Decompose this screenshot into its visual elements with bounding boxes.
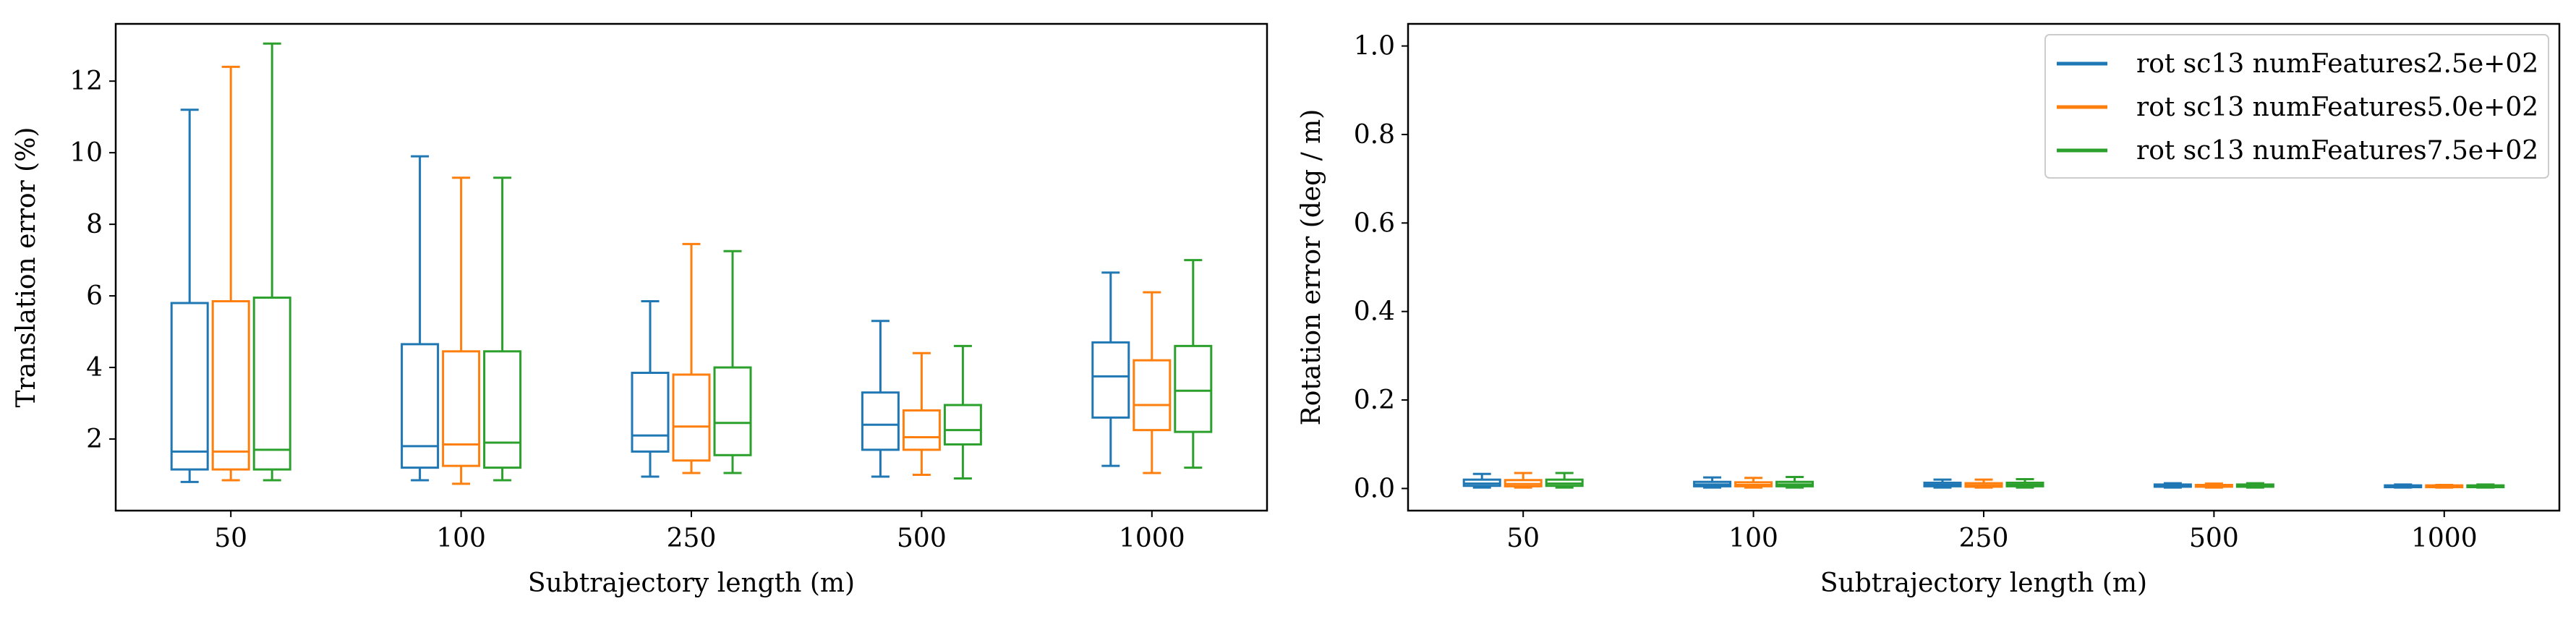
box-iqr — [672, 373, 711, 462]
box-1-2 — [672, 242, 711, 474]
box-2-0 — [252, 42, 291, 482]
x-tick-label: 500 — [897, 524, 947, 553]
translation-error-panel: 2 4 6 8 10 12 50 100 250 500 1000 Subtrajectory len… — [12, 22, 1268, 598]
y-axis-label: Rotation error (deg / m) — [1297, 109, 1326, 426]
y-tick-label: 10 — [69, 138, 103, 168]
box-iqr — [401, 343, 440, 469]
box-0-2 — [631, 300, 670, 478]
box-0-4 — [2384, 483, 2423, 489]
box-1-3 — [902, 352, 941, 477]
box-1-2 — [1964, 478, 2003, 489]
y-tick-label: 1.0 — [1354, 32, 1395, 61]
y-axis-label: Translation error (%) — [12, 127, 41, 408]
legend-label: rot sc13 numFeatures5.0e+02 — [2136, 93, 2538, 122]
box-iqr — [631, 371, 670, 453]
x-tick-label: 50 — [214, 524, 247, 553]
box-iqr — [211, 300, 250, 471]
x-axis-label: Subtrajectory length (m) — [1820, 568, 2147, 598]
x-tick-label: 50 — [1506, 524, 1540, 553]
x-tick-label: 100 — [436, 524, 486, 553]
box-iqr — [483, 350, 522, 469]
y-tick-label: 0.8 — [1354, 120, 1395, 150]
box-0-3 — [861, 320, 900, 478]
box-iqr — [713, 366, 752, 456]
box-1-4 — [1133, 291, 1172, 474]
legend-label: rot sc13 numFeatures7.5e+02 — [2136, 136, 2538, 166]
box-0-1 — [1693, 476, 1732, 489]
box-1-0 — [211, 65, 250, 482]
box-iqr — [1174, 344, 1213, 433]
box-iqr — [1091, 341, 1130, 419]
box-0-0 — [170, 108, 209, 483]
rotation-error-panel: 0.0 0.2 0.4 0.6 0.8 1.0 50 100 250 500 1000 Subtraj… — [1297, 22, 2561, 598]
box-iqr — [1133, 359, 1172, 432]
box-iqr — [902, 409, 941, 451]
box-iqr — [943, 404, 982, 446]
y-tick-label: 12 — [69, 67, 103, 96]
box-iqr — [442, 350, 481, 467]
box-2-3 — [2235, 482, 2274, 489]
box-1-3 — [2194, 482, 2233, 489]
y-tick-label: 0.0 — [1354, 474, 1395, 503]
box-2-2 — [2005, 478, 2044, 489]
x-tick-label: 1000 — [1119, 524, 1185, 553]
box-2-0 — [1545, 472, 1584, 489]
box-0-3 — [2153, 482, 2192, 489]
box-2-1 — [1775, 476, 1814, 489]
box-0-1 — [401, 155, 440, 482]
x-tick-label: 500 — [2189, 524, 2239, 553]
x-tick-label: 250 — [667, 524, 717, 553]
box-2-4 — [1174, 259, 1213, 469]
box-0-0 — [1462, 472, 1501, 489]
x-tick-label: 100 — [1728, 524, 1778, 553]
x-axis-label: Subtrajectory length (m) — [528, 568, 855, 598]
y-tick-label: 0.2 — [1354, 385, 1395, 415]
y-tick-label: 4 — [86, 353, 103, 383]
box-iqr — [861, 391, 900, 451]
box-2-2 — [713, 250, 752, 474]
legend-label: rot sc13 numFeatures2.5e+02 — [2136, 49, 2538, 79]
y-tick-label: 6 — [86, 281, 103, 311]
legend: rot sc13 numFeatures2.5e+02 rot sc13 numF… — [2044, 34, 2549, 179]
box-2-1 — [483, 176, 522, 482]
box-0-2 — [1923, 478, 1962, 489]
y-tick-label: 8 — [86, 210, 103, 239]
y-tick-label: 0.4 — [1354, 297, 1395, 327]
x-tick-label: 250 — [1959, 524, 2009, 553]
box-iqr — [252, 297, 291, 471]
box-1-1 — [442, 176, 481, 485]
box-2-4 — [2466, 483, 2505, 489]
box-2-3 — [943, 344, 982, 480]
box-1-0 — [1504, 472, 1543, 489]
box-1-4 — [2425, 484, 2464, 489]
box-iqr — [170, 302, 209, 471]
y-tick-label: 0.6 — [1354, 208, 1395, 238]
box-1-1 — [1734, 477, 1773, 489]
y-tick-label: 2 — [86, 425, 103, 454]
legend-box — [2044, 34, 2549, 179]
x-tick-label: 1000 — [2411, 524, 2478, 553]
box-0-4 — [1091, 271, 1130, 467]
